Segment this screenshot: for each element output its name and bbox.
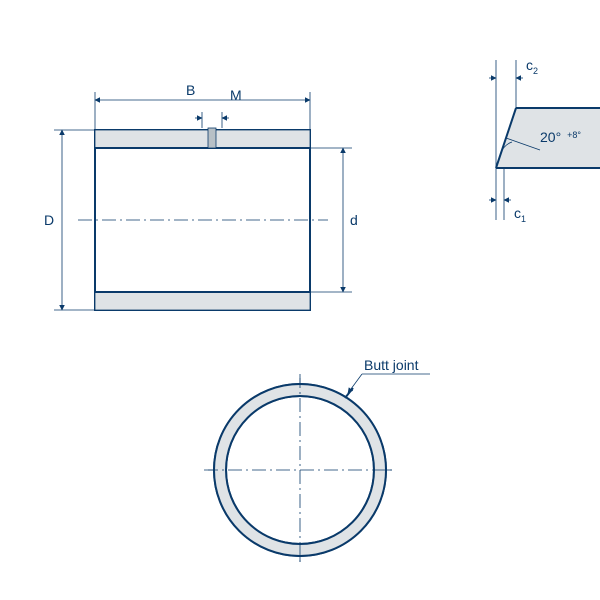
dim-M-label: M — [230, 87, 242, 103]
butt-joint-slot — [208, 128, 216, 148]
dim-D-label: D — [44, 212, 54, 228]
dim-M: M — [195, 87, 242, 128]
dim-B-label: B — [186, 82, 195, 98]
wall-top-band — [95, 130, 310, 148]
dim-c2-label: c2 — [526, 57, 538, 76]
ring-view: Butt joint — [204, 357, 430, 566]
dim-d-label: d — [350, 212, 358, 228]
dim-c1-label: c1 — [514, 205, 526, 224]
wall-bottom-band — [95, 292, 310, 310]
section-view: B M D d — [44, 82, 358, 310]
chamfer-detail: c2 c1 20° +8° — [489, 57, 600, 224]
butt-joint-label: Butt joint — [364, 357, 419, 373]
butt-joint-leader — [348, 374, 362, 393]
butt-joint-mark — [345, 388, 353, 398]
